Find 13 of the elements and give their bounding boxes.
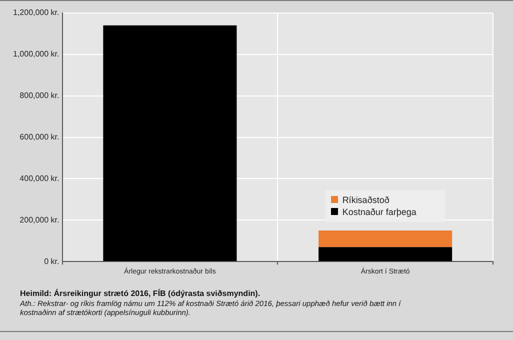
y-tick-label: 200,000 kr. (20, 215, 60, 224)
bar (318, 247, 452, 262)
text: Heimild: Ársreikingur strætó 2016, FÍB (ódýrasta sviðsmyndin). (20, 289, 262, 298)
y-tick-label: 400,000 kr. (20, 174, 60, 183)
legend-label: Kostnaður farþega (342, 206, 416, 217)
y-tick-label: 800,000 kr. (20, 91, 60, 100)
bar (103, 25, 237, 262)
y-tick-label: 1,200,000 kr. (12, 8, 60, 18)
y-tick-label: 1,000,000 kr. (12, 50, 60, 59)
y-tick-label: 0 kr. (44, 256, 60, 266)
y-tick-label: 600,000 kr. (20, 132, 60, 142)
bar (318, 230, 452, 248)
legend-label: Ríkisaðstoð (342, 194, 390, 205)
